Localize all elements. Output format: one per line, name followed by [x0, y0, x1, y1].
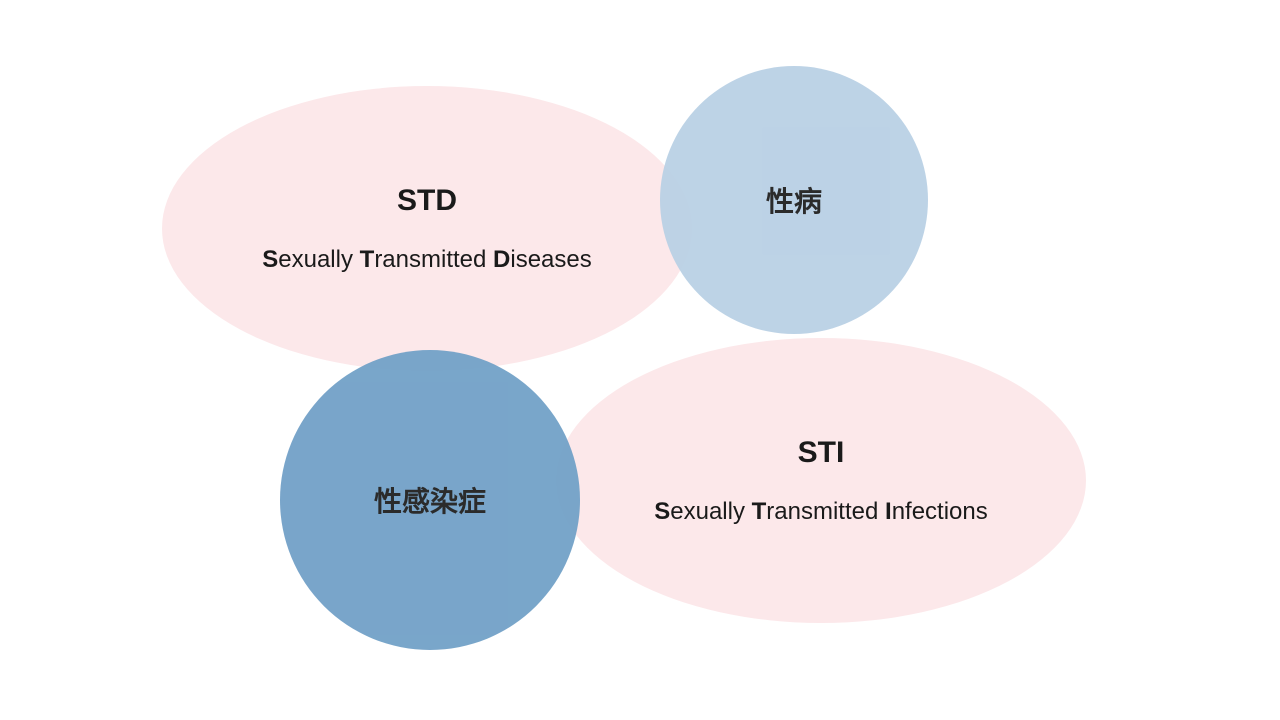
- plain-text: iseases: [510, 246, 591, 273]
- cap-letter: S: [654, 498, 670, 525]
- plain-text: exually: [670, 498, 751, 525]
- ellipse-sti-subtitle: Sexually Transmitted Infections: [654, 498, 988, 526]
- cap-letter: I: [885, 498, 892, 525]
- ellipse-std-subtitle: Sexually Transmitted Diseases: [262, 246, 592, 274]
- circle-seibyou-label: 性病: [766, 180, 822, 220]
- circle-seikansenshou-label: 性感染症: [374, 480, 486, 520]
- ellipse-sti: STI Sexually Transmitted Infections: [556, 338, 1086, 623]
- cap-letter: D: [493, 246, 510, 273]
- circle-seikansenshou: 性感染症: [280, 350, 580, 650]
- ellipse-std: STD Sexually Transmitted Diseases: [162, 86, 692, 371]
- cap-letter: T: [752, 498, 767, 525]
- plain-text: ransmitted: [766, 498, 885, 525]
- plain-text: nfections: [892, 498, 988, 525]
- cap-letter: T: [360, 246, 375, 273]
- ellipse-sti-title: STI: [798, 436, 845, 470]
- cap-letter: S: [262, 246, 278, 273]
- circle-seibyou: 性病: [660, 66, 928, 334]
- ellipse-std-title: STD: [397, 184, 457, 218]
- plain-text: exually: [278, 246, 359, 273]
- plain-text: ransmitted: [374, 246, 493, 273]
